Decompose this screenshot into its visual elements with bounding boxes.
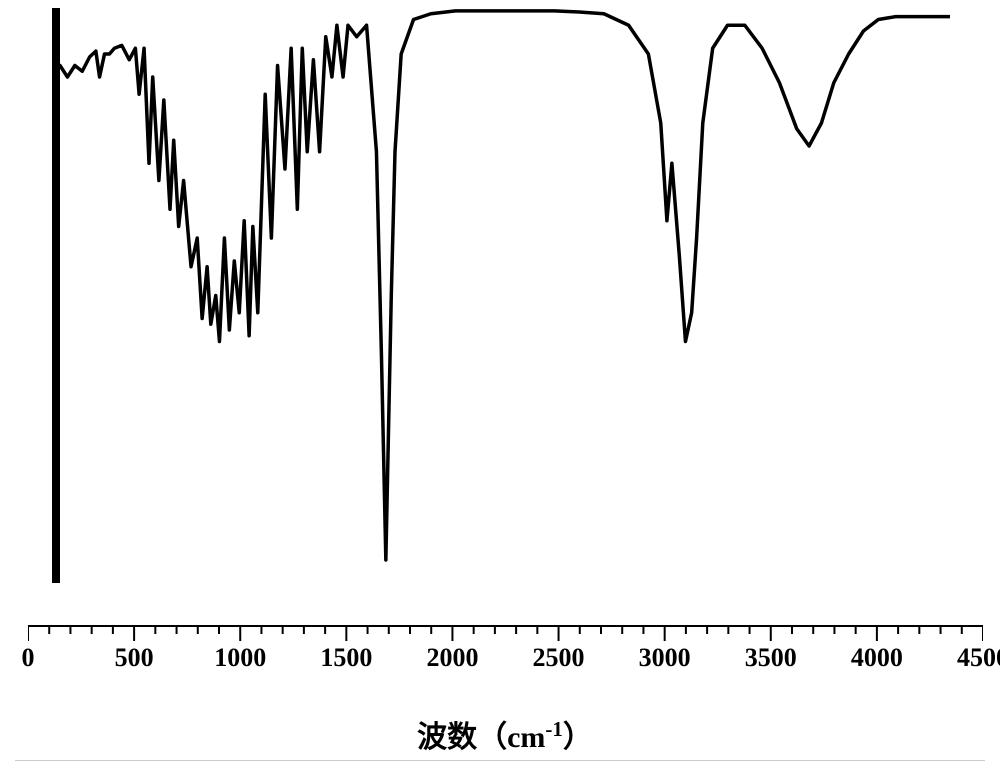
x-tick-label: 500	[115, 643, 154, 673]
y-axis-bar	[52, 8, 60, 583]
x-tick-label: 2500	[533, 643, 585, 673]
spectrum-line	[60, 8, 950, 583]
x-axis-title-sup: -1	[545, 717, 563, 741]
x-axis-ruler: 050010001500200025003000350040004500	[28, 625, 983, 721]
x-tick-label: 4500	[957, 643, 1000, 673]
x-axis-ruler-svg	[28, 625, 983, 671]
x-tick-label: 4000	[851, 643, 903, 673]
x-axis-title: 波数（cm-1）	[417, 712, 593, 756]
x-axis-title-main: 波数（cm	[417, 721, 545, 754]
x-tick-label: 3000	[639, 643, 691, 673]
x-tick-label: 1500	[320, 643, 372, 673]
x-axis-title-tail: ）	[563, 721, 593, 754]
x-tick-label: 3500	[745, 643, 797, 673]
spectrum-plot-area	[60, 8, 950, 583]
x-tick-label: 2000	[426, 643, 478, 673]
x-tick-label: 0	[22, 643, 35, 673]
footer-divider	[15, 760, 985, 761]
x-tick-label: 1000	[214, 643, 266, 673]
